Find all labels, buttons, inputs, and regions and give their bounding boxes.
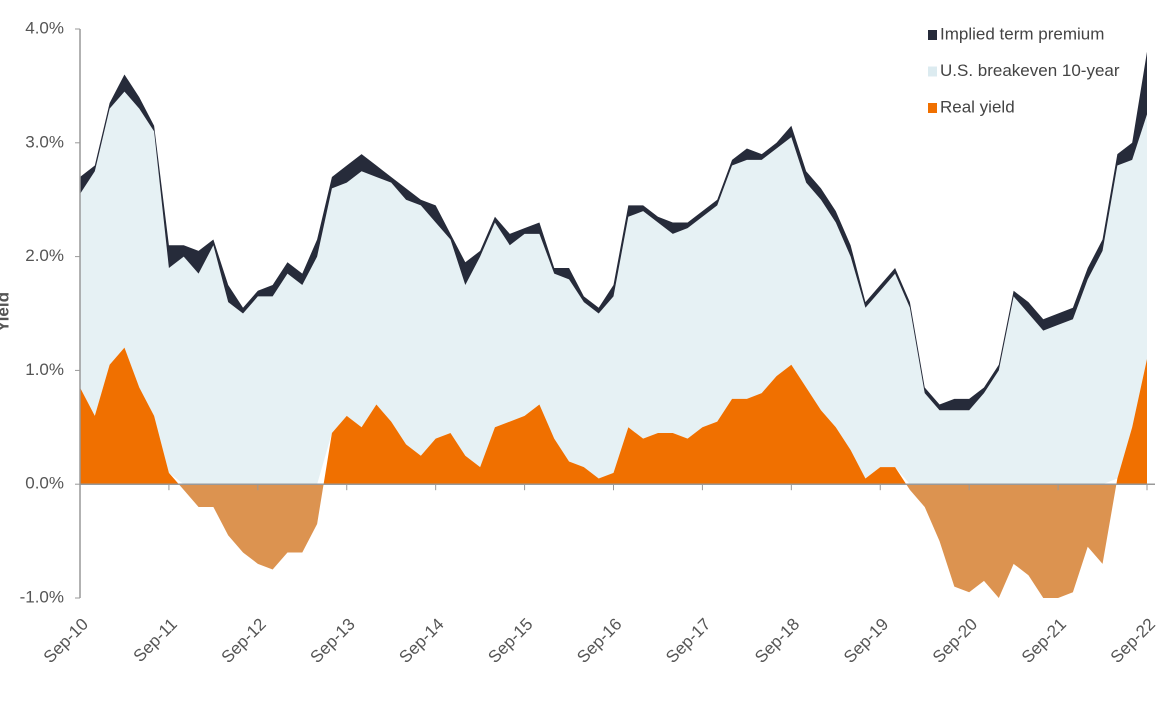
x-tick-label: Sep-14 xyxy=(395,615,447,667)
y-tick-label: 4.0% xyxy=(25,18,64,37)
legend-swatch xyxy=(928,66,937,77)
y-tick-label: -1.0% xyxy=(20,587,64,606)
real-yield-area xyxy=(80,347,1147,598)
y-tick-label: 3.0% xyxy=(25,132,64,151)
legend-swatch xyxy=(928,30,937,40)
x-tick-label: Sep-18 xyxy=(751,615,803,667)
x-tick-label: Sep-16 xyxy=(573,615,625,667)
x-tick-label: Sep-20 xyxy=(929,615,981,667)
x-tick-label: Sep-19 xyxy=(840,615,892,667)
legend-label: Implied term premium xyxy=(940,24,1104,43)
x-tick-label: Sep-22 xyxy=(1107,615,1159,667)
y-axis-label: Yield xyxy=(0,292,12,332)
y-tick-label: 2.0% xyxy=(25,246,64,265)
legend-label: Real yield xyxy=(940,97,1015,116)
x-tick-label: Sep-10 xyxy=(40,615,92,667)
legend-swatch xyxy=(928,103,937,113)
x-tick-label: Sep-11 xyxy=(130,615,181,666)
x-tick-label: Sep-13 xyxy=(307,615,359,667)
y-tick-label: 1.0% xyxy=(25,360,64,379)
breakeven-area xyxy=(80,91,1147,485)
x-tick-label: Sep-17 xyxy=(662,615,714,667)
legend-label: U.S. breakeven 10-year xyxy=(940,61,1120,80)
y-tick-label: 0.0% xyxy=(25,474,64,493)
x-tick-label: Sep-21 xyxy=(1018,615,1070,667)
x-tick-label: Sep-15 xyxy=(484,615,536,667)
x-tick-label: Sep-12 xyxy=(218,615,270,667)
